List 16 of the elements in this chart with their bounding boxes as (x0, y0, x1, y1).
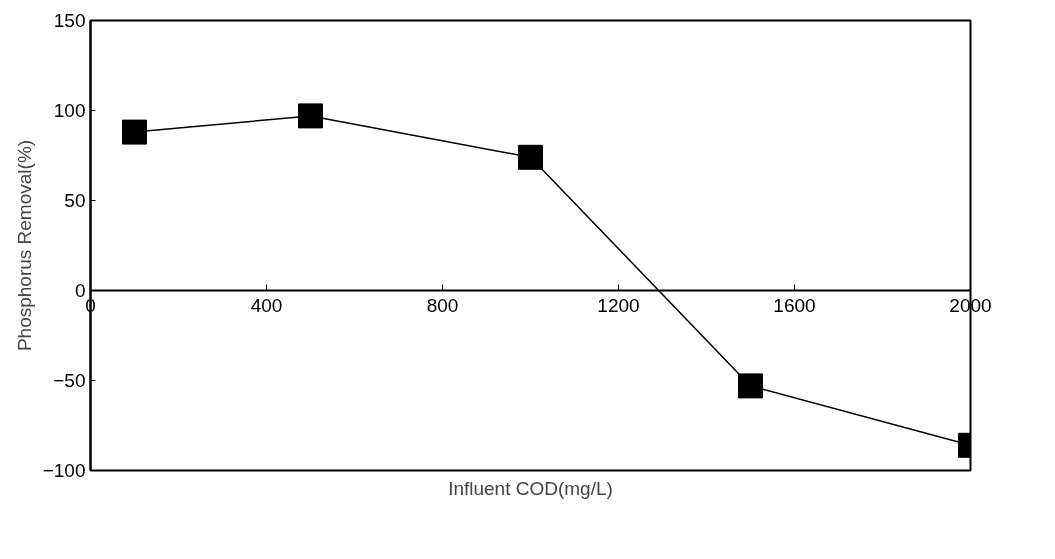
x-tick-label: 1200 (597, 294, 640, 316)
point (518, 144, 543, 170)
y-tick-label: 150 (53, 10, 86, 31)
x-axis-title: Influent COD(mg/L) (448, 477, 613, 499)
point (122, 119, 147, 145)
x-tick-label: 400 (250, 294, 283, 316)
x-tick-label: 1600 (773, 294, 816, 316)
point (738, 373, 763, 399)
y-axis-title: Phosphorus Removal(%) (13, 139, 35, 352)
x-tick-label: 800 (426, 294, 459, 316)
y-tick-label: −100 (42, 460, 86, 481)
y-tick-label: −50 (53, 370, 86, 391)
y-tick-label: 100 (53, 100, 86, 121)
y-tick-label: 0 (74, 280, 86, 301)
y-tick-label: 50 (64, 190, 86, 211)
point (298, 103, 323, 129)
